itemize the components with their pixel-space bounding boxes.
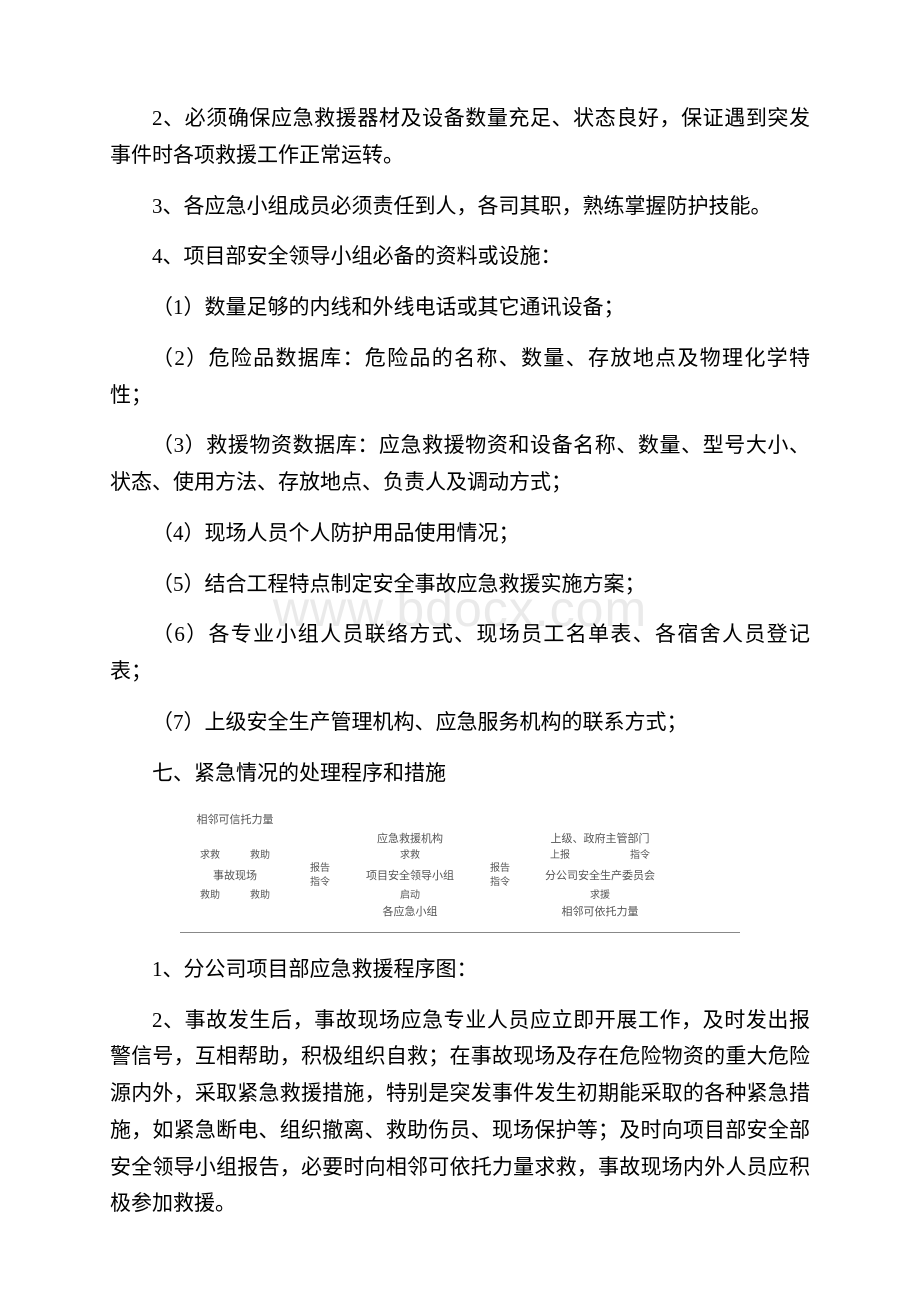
diagram-label-rescue-a: 救助 (200, 889, 220, 903)
paragraph-4-2: （2）危险品数据库：危险品的名称、数量、存放地点及物理化学特性； (110, 340, 810, 414)
diagram-label-startup: 启动 (350, 889, 470, 903)
paragraph-7-2: 2、事故发生后，事故现场应急专业人员应立即开展工作，及时发出报警信号，互相帮助，… (110, 1002, 810, 1223)
procedure-diagram: 相邻可信托力量 应急救援机构 上级、政府主管部门 求救 救助 求救 (180, 805, 740, 933)
diagram-scene: 事故现场 (180, 867, 290, 886)
paragraph-4-7: （7）上级安全生产管理机构、应急服务机构的联系方式； (110, 704, 810, 741)
diagram-neighbor-rely: 相邻可依托力量 (530, 903, 670, 922)
paragraph-4-5: （5）结合工程特点制定安全事故应急救援实施方案； (110, 566, 810, 603)
diagram-label-seek-aid: 求援 (530, 889, 670, 903)
diagram-label-seek-mid: 求救 (350, 849, 470, 863)
diagram-rescue-org: 应急救援机构 (350, 830, 470, 849)
diagram-label-report-1: 报告 (290, 862, 350, 876)
diagram-label-report-2: 报告 (470, 862, 530, 876)
paragraph-2: 2、必须确保应急救援器材及设备数量充足、状态良好，保证遇到突发事件时各项救援工作… (110, 100, 810, 174)
section-7-heading: 七、紧急情况的处理程序和措施 (110, 755, 810, 792)
diagram-label-direct: 指令 (630, 849, 650, 863)
diagram-each-group: 各应急小组 (350, 903, 470, 922)
diagram-label-upreport: 上报 (550, 849, 570, 863)
diagram-label-order-2: 指令 (470, 876, 530, 890)
paragraph-4: 4、项目部安全领导小组必备的资料或设施： (110, 238, 810, 275)
document-body: 2、必须确保应急救援器材及设备数量充足、状态良好，保证遇到突发事件时各项救援工作… (110, 100, 810, 1222)
diagram-label-aid-left: 救助 (250, 849, 270, 863)
diagram-label-seek-left: 求救 (200, 849, 220, 863)
paragraph-4-3: （3）救援物资数据库：应急救援物资和设备名称、数量、型号大小、状态、使用方法、存… (110, 427, 810, 501)
diagram-superior-gov: 上级、政府主管部门 (530, 830, 670, 849)
paragraph-3: 3、各应急小组成员必须责任到人，各司其职，熟练掌握防护技能。 (110, 188, 810, 225)
diagram-proj-group: 项目安全领导小组 (350, 867, 470, 886)
paragraph-7-1: 1、分公司项目部应急救援程序图： (110, 951, 810, 988)
paragraph-4-6: （6）各专业小组人员联络方式、现场员工名单表、各宿舍人员登记表； (110, 616, 810, 690)
diagram-branch-committee: 分公司安全生产委员会 (530, 867, 670, 886)
diagram-neighbor-trust: 相邻可信托力量 (180, 811, 290, 830)
diagram-label-order-1: 指令 (290, 876, 350, 890)
paragraph-4-4: （4）现场人员个人防护用品使用情况； (110, 515, 810, 552)
paragraph-4-1: （1）数量足够的内线和外线电话或其它通讯设备； (110, 289, 810, 326)
diagram-label-rescue-b: 救助 (250, 889, 270, 903)
